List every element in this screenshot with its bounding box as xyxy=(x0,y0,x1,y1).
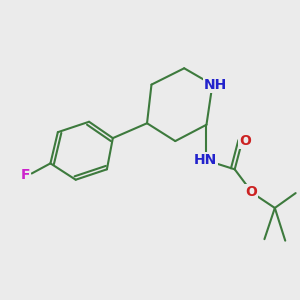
Text: F: F xyxy=(20,168,30,182)
Text: O: O xyxy=(239,134,251,148)
Text: HN: HN xyxy=(194,153,217,167)
Text: O: O xyxy=(245,184,257,199)
Text: NH: NH xyxy=(204,78,227,92)
